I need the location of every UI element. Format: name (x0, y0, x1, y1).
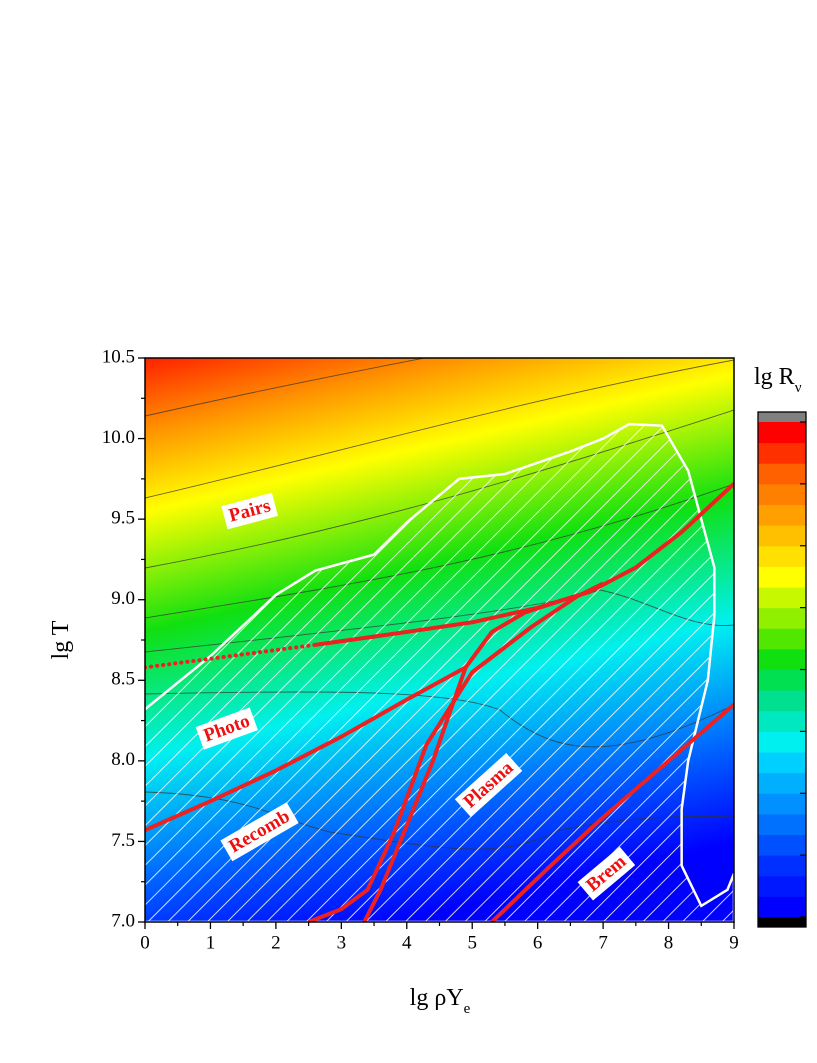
colorbar-swatch (758, 855, 806, 877)
boundary-line (314, 482, 734, 647)
shaded-region-hatch (145, 424, 734, 922)
colorbar-swatch (758, 587, 806, 609)
colorbar-swatch (758, 607, 806, 629)
shaded-region-outline (145, 422, 734, 922)
colorbar-swatch (758, 442, 806, 464)
boundary-line (145, 665, 467, 832)
x-tick-label: 8 (664, 932, 674, 953)
colorbar-swatch (758, 834, 806, 856)
colorbar-title-sub: ν (795, 380, 802, 396)
colorbar-swatch (758, 896, 806, 918)
axes: 0 1 2 3 4 5 6 7 8 9 7.0 7.5 8.0 8.5 9.0 9.5 10.0 10.5 (102, 346, 739, 953)
annotation-box (195, 707, 258, 750)
colorbar-swatch (758, 566, 806, 588)
y-tick-label: 7.0 (111, 910, 135, 931)
colorbar-swatch (758, 628, 806, 650)
overlay (145, 422, 734, 922)
colorbar-swatch (758, 875, 806, 897)
colorbar-swatch (758, 463, 806, 485)
y-tick-label: 10.5 (102, 346, 135, 367)
colorbar-swatch (758, 412, 806, 422)
colorbar-swatch (758, 731, 806, 753)
annotation-box (454, 752, 523, 818)
x-tick-label: 2 (271, 932, 281, 953)
x-tick-label: 9 (729, 932, 739, 953)
x-axis-title: lg ρYe (410, 985, 471, 1017)
x-tick-label: 1 (206, 932, 216, 953)
colorbar-swatch (758, 504, 806, 526)
x-axis-title-main: lg ρY (410, 985, 464, 1011)
colorbar-title: lg Rν (754, 364, 802, 396)
contour-line (145, 359, 734, 499)
x-tick-label: 4 (402, 932, 412, 953)
boundary-line (490, 702, 734, 922)
x-tick-label: 6 (533, 932, 543, 953)
y-tick-label: 9.0 (111, 588, 135, 609)
x-tick-label: 3 (337, 932, 347, 953)
colorbar-swatch (758, 690, 806, 712)
colorbar-swatch (758, 422, 806, 444)
x-tick-label: 0 (140, 932, 150, 953)
y-tick-label: 7.5 (111, 830, 135, 851)
annotation-box (577, 846, 636, 901)
colorbar-swatch (758, 772, 806, 794)
x-axis-title-sub: e (464, 1001, 471, 1017)
colorbar-swatch (758, 793, 806, 815)
contour-line (145, 358, 427, 417)
boundary-line (145, 642, 318, 670)
colorbar-swatch (758, 483, 806, 505)
colorbar-title-main: lg R (754, 364, 795, 390)
y-tick-label: 8.5 (111, 669, 135, 690)
colorbar-swatch (758, 648, 806, 670)
colorbar-swatch (758, 752, 806, 774)
colorbar-swatch (758, 710, 806, 732)
colorbar-swatch (758, 669, 806, 691)
y-tick-label: 8.0 (111, 749, 135, 770)
boundary-line (307, 581, 604, 922)
y-tick-label: 9.5 (111, 508, 135, 529)
colorbar-swatch (758, 525, 806, 547)
annotation-box (221, 492, 279, 530)
x-tick-label: 5 (467, 932, 477, 953)
y-tick-label: 10.0 (102, 427, 135, 448)
y-axis-title: lg T (48, 620, 74, 659)
colorbar (757, 411, 807, 928)
colorbar-swatch (758, 813, 806, 835)
annotation-box (220, 802, 299, 862)
colorbar-swatch (758, 917, 806, 927)
x-tick-label: 7 (598, 932, 608, 953)
colorbar-swatch (758, 545, 806, 567)
